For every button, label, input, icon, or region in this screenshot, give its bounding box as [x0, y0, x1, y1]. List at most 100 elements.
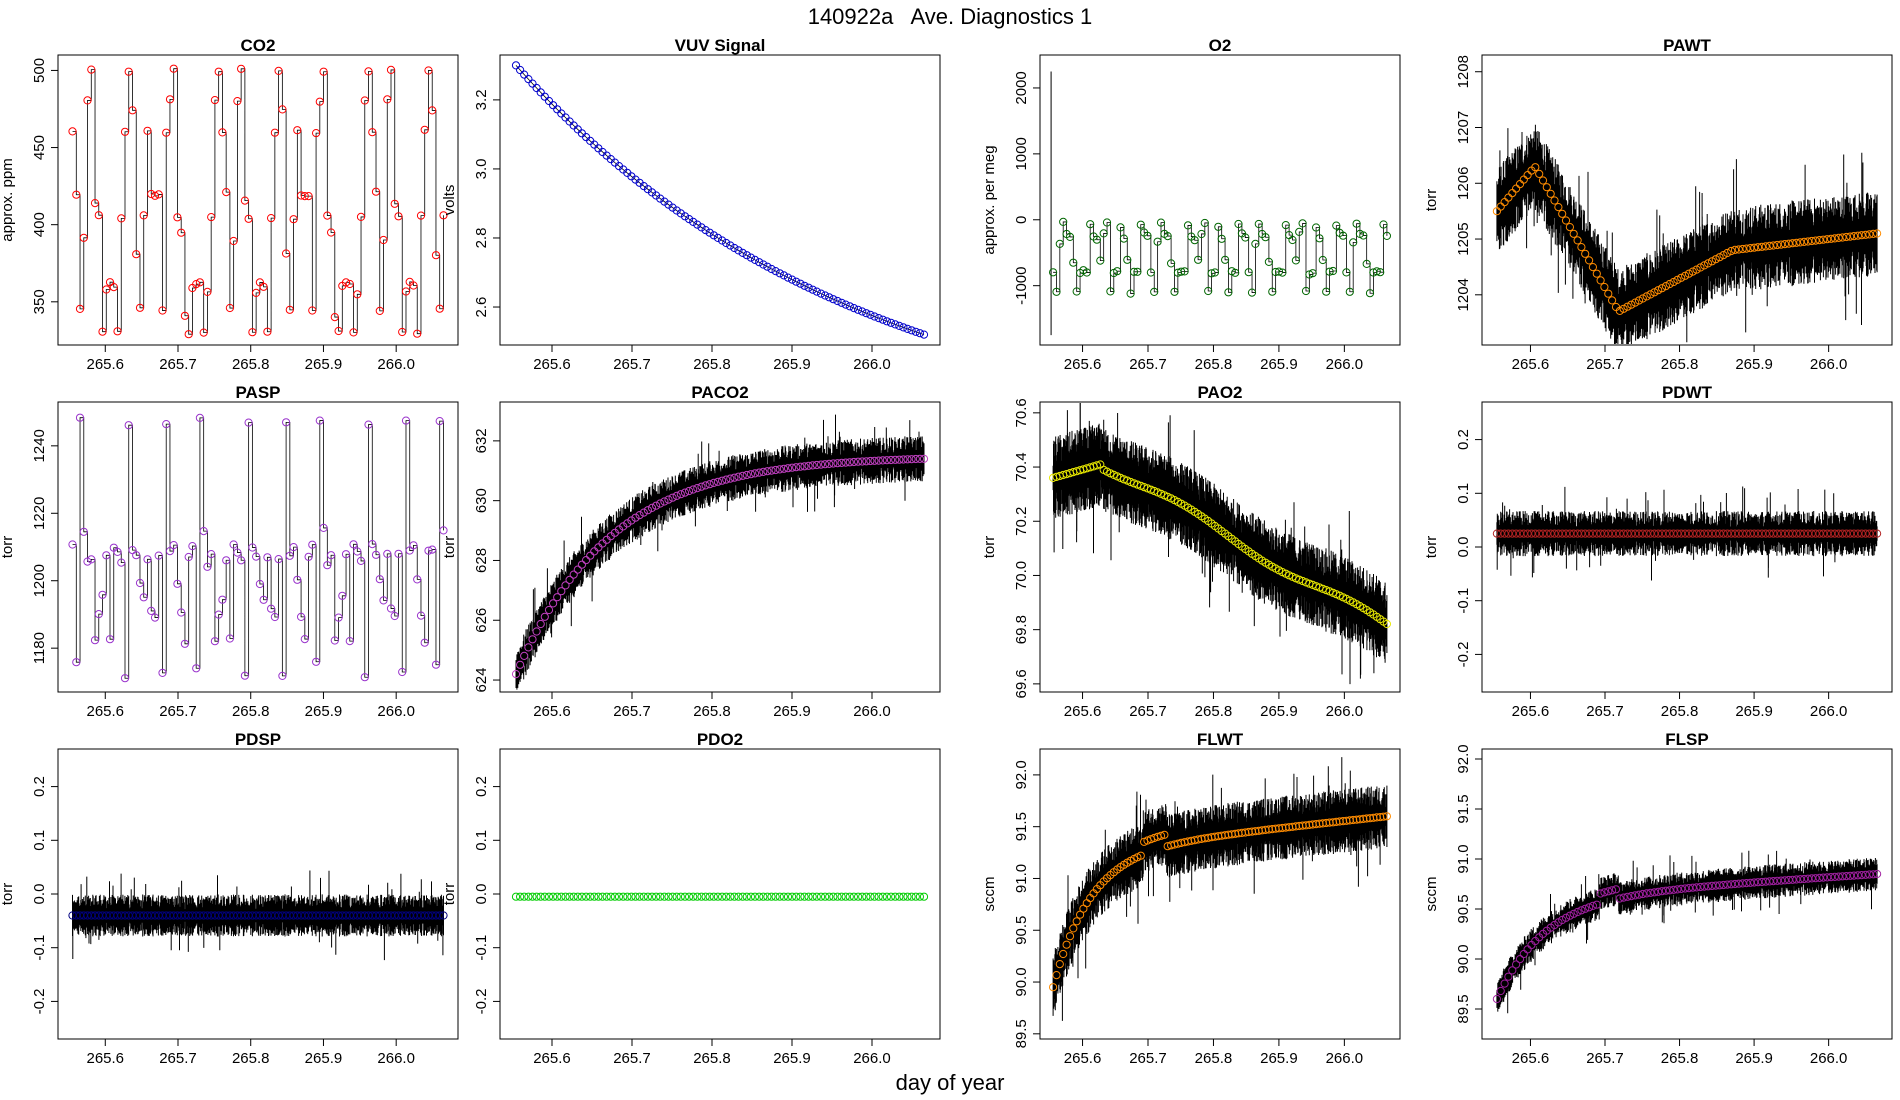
data-point-vuv-signal: [656, 194, 665, 203]
data-point-pdo2: [866, 892, 875, 901]
data-point-paco2: [783, 464, 793, 473]
x-tick-label-pawt: 266.0: [1810, 356, 1848, 373]
y-tick-label-flwt: 92.0: [1013, 760, 1030, 789]
data-point-flsp: [1792, 875, 1801, 884]
data-point-co2: [203, 287, 212, 296]
data-point-pdo2: [779, 892, 789, 901]
data-point-flsp: [1811, 874, 1820, 883]
data-point-co2: [252, 288, 261, 297]
data-point-vuv-signal: [829, 295, 838, 304]
panel-paco2: PACO2 torr 265.6 265.7 265.8 265.9 266.0 624 626…: [441, 383, 941, 720]
data-point-pawt: [1865, 230, 1874, 239]
data-point-co2: [334, 326, 343, 336]
data-point-co2: [416, 211, 426, 220]
data-point-co2: [439, 211, 448, 220]
data-point-pawt: [1711, 255, 1720, 264]
data-point-co2: [356, 212, 366, 221]
data-point-co2: [368, 128, 377, 137]
data-point-o2: [1241, 233, 1250, 242]
data-point-pawt: [1819, 235, 1828, 244]
data-point-vuv-signal: [907, 326, 916, 335]
data-point-pasp: [210, 637, 219, 646]
data-point-flsp: [1780, 876, 1790, 885]
data-point-pdo2: [511, 892, 521, 901]
data-point-pao2: [1308, 580, 1317, 590]
data-point-vuv-signal: [718, 236, 727, 245]
data-point-flsp: [1734, 879, 1743, 888]
data-point-pawt: [1723, 248, 1732, 258]
data-point-pasp: [248, 543, 257, 552]
data-point-co2: [289, 215, 298, 224]
x-tick-label-flsp: 265.8: [1661, 1050, 1699, 1067]
y-tick-label-flsp: 91.5: [1455, 794, 1472, 823]
data-point-pawt: [1800, 237, 1809, 246]
data-point-o2: [1261, 233, 1270, 242]
data-point-pasp: [165, 547, 175, 556]
data-point-flsp: [1796, 875, 1805, 884]
data-point-vuv-signal: [915, 329, 925, 338]
y-tick-label-paco2: 624: [473, 668, 490, 693]
data-point-vuv-signal: [767, 264, 776, 274]
y-tick-label-co2: 350: [31, 289, 48, 314]
data-point-pasp: [409, 541, 418, 550]
data-point-flwt: [1065, 932, 1075, 941]
x-tick-label-pdwt: 265.6: [1512, 703, 1550, 720]
data-point-flsp: [1627, 892, 1636, 901]
data-point-co2: [401, 287, 411, 296]
data-point-vuv-signal: [874, 314, 883, 323]
data-point-o2: [1177, 267, 1186, 276]
data-point-pdo2: [891, 892, 900, 901]
data-point-pdo2: [854, 892, 863, 901]
data-point-pdo2: [586, 892, 595, 901]
data-point-pasp: [154, 551, 163, 560]
data-point-vuv-signal: [536, 88, 545, 97]
data-point-pdwt: [1581, 529, 1590, 538]
plot-title-pdsp: PDSP: [235, 730, 281, 749]
x-tick-label-vuv-signal: 265.7: [613, 356, 651, 373]
data-point-pawt: [1811, 236, 1820, 245]
x-tick-label-pdsp: 265.9: [305, 1050, 343, 1067]
data-point-pawt: [1531, 163, 1540, 172]
data-point-pasp: [143, 555, 152, 564]
plot-title-paco2: PACO2: [691, 383, 748, 402]
data-point-co2: [233, 97, 242, 106]
x-tick-label-flwt: 265.7: [1129, 1050, 1167, 1067]
data-point-vuv-signal: [849, 304, 859, 313]
data-point-pdo2: [598, 892, 607, 901]
data-point-pawt: [1815, 236, 1824, 245]
data-point-flsp: [1700, 882, 1709, 891]
data-point-pdwt: [1692, 529, 1701, 538]
data-point-vuv-signal: [553, 105, 562, 114]
data-point-paco2: [561, 581, 570, 590]
data-point-pawt: [1738, 244, 1747, 254]
trace-line-pasp: [72, 417, 444, 679]
data-point-paco2: [812, 460, 821, 470]
data-point-o2: [1082, 268, 1091, 277]
plot-frame-co2: [57, 54, 459, 346]
data-point-pdo2: [524, 892, 533, 901]
data-point-pdo2: [915, 892, 925, 901]
data-point-vuv-signal: [845, 302, 854, 311]
data-point-vuv-signal: [549, 101, 558, 110]
x-tick-label-co2: 265.8: [232, 356, 270, 373]
data-point-pawt: [1542, 183, 1551, 192]
y-tick-label-pao2: 69.8: [1013, 615, 1030, 644]
data-point-pawt: [1861, 230, 1870, 239]
x-tick-label-pdsp: 265.6: [86, 1050, 124, 1067]
data-point-pasp: [353, 547, 362, 556]
y-tick-label-pdsp: -0.1: [31, 935, 48, 961]
data-point-paco2: [854, 457, 863, 466]
data-point-pasp: [439, 526, 448, 535]
x-tick-label-pdwt: 265.9: [1735, 703, 1773, 720]
data-point-paco2: [689, 485, 698, 494]
data-point-pasp: [345, 637, 354, 646]
data-point-o2: [1288, 235, 1297, 245]
data-point-pdsp: [439, 911, 448, 920]
data-point-o2: [1382, 231, 1392, 240]
data-point-flsp: [1588, 901, 1598, 911]
data-point-pdo2: [709, 892, 718, 901]
data-point-pasp: [218, 595, 227, 604]
data-point-pawt: [1788, 239, 1797, 248]
x-tick-label-pdwt: 265.8: [1661, 703, 1699, 720]
plot-title-pdo2: PDO2: [697, 730, 743, 749]
